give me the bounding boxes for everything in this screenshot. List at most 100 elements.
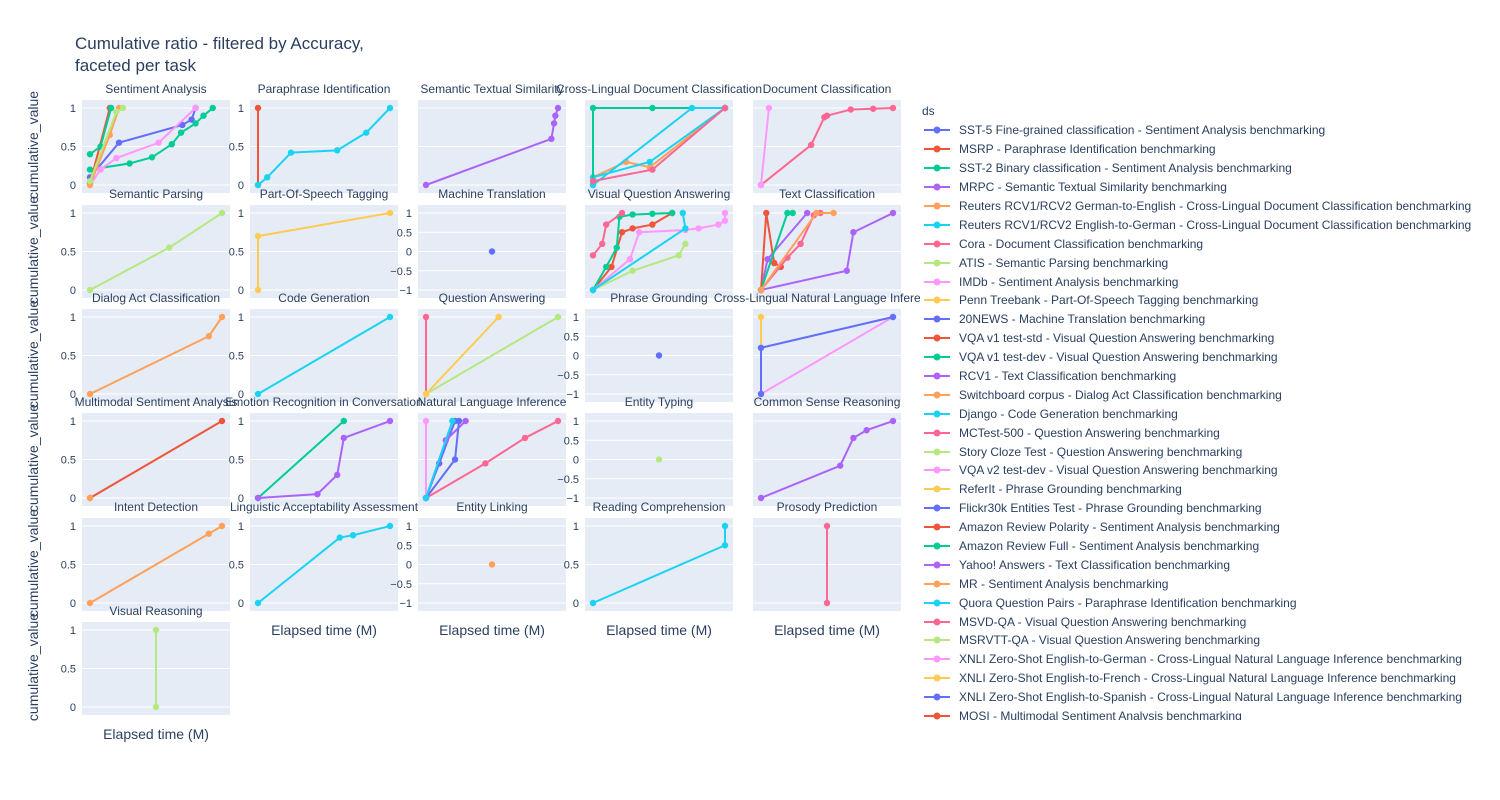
data-point: [422, 390, 430, 398]
series-line: [760, 212, 894, 291]
y-tick-label: 1: [238, 416, 244, 428]
chart-title-line-2: faceted per task: [75, 56, 196, 75]
legend-item[interactable]: MCTest-500 - Question Answering benchmar…: [922, 423, 1500, 442]
legend-item[interactable]: MSVD-QA - Visual Question Answering benc…: [922, 612, 1500, 631]
legend-item[interactable]: Django - Code Generation benchmarking: [922, 404, 1500, 423]
data-point: [218, 522, 226, 530]
legend-item[interactable]: Amazon Review Polarity - Sentiment Analy…: [922, 518, 1500, 537]
legend-item[interactable]: XNLI Zero-Shot English-to-German - Cross…: [922, 650, 1500, 669]
data-point: [721, 104, 729, 112]
data-point: [205, 530, 212, 537]
data-point: [847, 106, 854, 113]
legend-swatch-marker: [933, 202, 941, 210]
legend-item[interactable]: SST-5 Fine-grained classification - Sent…: [922, 121, 1500, 140]
legend-item[interactable]: Reuters RCV1/RCV2 German-to-English - Cr…: [922, 197, 1500, 216]
y-tick-label: 0: [573, 598, 579, 610]
legend-item[interactable]: MR - Sentiment Analysis benchmarking: [922, 574, 1500, 593]
legend-item[interactable]: VQA v2 test-dev - Visual Question Answer…: [922, 461, 1500, 480]
facet-title: Entity Typing: [625, 395, 693, 409]
legend-label: SST-2 Binary classification - Sentiment …: [959, 161, 1292, 176]
legend-item[interactable]: Quora Question Pairs - Paraphrase Identi…: [922, 593, 1500, 612]
legend-label: XNLI Zero-Shot English-to-French - Cross…: [959, 671, 1456, 686]
y-axis-title: cumulative_value: [25, 404, 41, 512]
legend-item[interactable]: Yahoo! Answers - Text Classification ben…: [922, 555, 1500, 574]
legend-item[interactable]: MRPC - Semantic Textual Similarity bench…: [922, 178, 1500, 197]
y-tick-label: 0: [70, 702, 76, 714]
legend-item[interactable]: SST-2 Binary classification - Sentiment …: [922, 159, 1500, 178]
legend-item[interactable]: Reuters RCV1/RCV2 English-to-German - Cr…: [922, 215, 1500, 234]
legend-item[interactable]: Flickr30k Entities Test - Phrase Groundi…: [922, 499, 1500, 518]
legend-swatch-icon: [924, 599, 950, 607]
data-point: [552, 112, 559, 119]
data-point: [688, 104, 696, 112]
legend-item[interactable]: ATIS - Semantic Parsing benchmarking: [922, 253, 1500, 272]
legend-swatch-marker: [933, 240, 941, 248]
legend-swatch-marker: [933, 164, 941, 172]
legend-item[interactable]: VQA v1 test-dev - Visual Question Answer…: [922, 348, 1500, 367]
data-point: [264, 174, 271, 181]
y-tick-label: 0.5: [397, 227, 412, 239]
data-point: [488, 248, 496, 255]
data-point: [192, 120, 199, 127]
data-point: [649, 166, 656, 173]
legend-item[interactable]: MOSI - Multimodal Sentiment Analysis ben…: [922, 707, 1500, 720]
data-point: [629, 267, 636, 274]
data-point: [889, 417, 897, 425]
x-axis-title: Elapsed time (M): [271, 622, 377, 638]
legend-item[interactable]: MSRVTT-QA - Visual Question Answering be…: [922, 631, 1500, 650]
y-tick-label: 0.5: [229, 560, 244, 572]
legend-item[interactable]: Cora - Document Classification benchmark…: [922, 234, 1500, 253]
legend-item[interactable]: RCV1 - Text Classification benchmarking: [922, 367, 1500, 386]
legend-swatch-icon: [924, 485, 950, 493]
data-point: [850, 229, 857, 236]
y-tick-label: 1: [406, 208, 412, 220]
data-point: [757, 313, 765, 321]
data-point: [177, 129, 185, 136]
y-tick-label: −1: [399, 598, 412, 610]
legend-item[interactable]: Amazon Review Full - Sentiment Analysis …: [922, 537, 1500, 556]
legend-swatch-marker: [933, 466, 941, 474]
data-point: [386, 313, 394, 321]
facet-title: Semantic Parsing: [109, 187, 203, 201]
legend-item[interactable]: Penn Treebank - Part-Of-Speech Tagging b…: [922, 291, 1500, 310]
legend-item[interactable]: 20NEWS - Machine Translation benchmarkin…: [922, 310, 1500, 329]
legend-swatch-marker: [933, 259, 941, 267]
data-point: [86, 286, 94, 294]
data-point: [626, 256, 634, 263]
y-tick-label: 1: [70, 521, 76, 533]
legend-swatch-icon: [924, 448, 950, 456]
data-point: [721, 209, 729, 217]
data-point: [449, 417, 456, 425]
facet-title: Cross-Lingual Natural Language Inference: [714, 291, 920, 305]
facet-title: Natural Language Inference: [418, 395, 567, 409]
legend-item[interactable]: MSRP - Paraphrase Identification benchma…: [922, 140, 1500, 159]
y-tick-label: 0: [573, 351, 579, 363]
legend-label: VQA v1 test-dev - Visual Question Answer…: [959, 350, 1278, 365]
legend-swatch-marker: [933, 542, 941, 550]
legend-swatch-icon: [924, 712, 950, 720]
y-axis-title: cumulative_value: [25, 613, 41, 721]
y-tick-label: 1: [70, 416, 76, 428]
legend-swatch-marker: [933, 712, 941, 720]
series-line: [592, 243, 687, 291]
legend-swatch-icon: [924, 315, 950, 323]
data-point: [349, 532, 357, 539]
series-line: [89, 420, 223, 499]
legend-item[interactable]: IMDb - Sentiment Analysis benchmarking: [922, 272, 1500, 291]
legend-item[interactable]: VQA v1 test-std - Visual Question Answer…: [922, 329, 1500, 348]
y-axis-title: cumulative_value: [25, 300, 41, 408]
legend-item[interactable]: Story Cloze Test - Question Answering be…: [922, 442, 1500, 461]
legend-swatch-icon: [924, 183, 950, 191]
data-point: [589, 599, 597, 607]
legend-swatch-marker: [933, 183, 941, 191]
legend-item[interactable]: XNLI Zero-Shot English-to-Spanish - Cros…: [922, 688, 1500, 707]
data-point: [86, 166, 94, 173]
legend-item[interactable]: Switchboard corpus - Dialog Act Classifi…: [922, 385, 1500, 404]
data-point: [115, 139, 123, 146]
legend-item[interactable]: ReferIt - Phrase Grounding benchmarking: [922, 480, 1500, 499]
legend-item[interactable]: XNLI Zero-Shot English-to-French - Cross…: [922, 669, 1500, 688]
legend-label: XNLI Zero-Shot English-to-German - Cross…: [959, 652, 1462, 667]
data-point: [126, 160, 133, 167]
legend-swatch-marker: [933, 278, 941, 286]
